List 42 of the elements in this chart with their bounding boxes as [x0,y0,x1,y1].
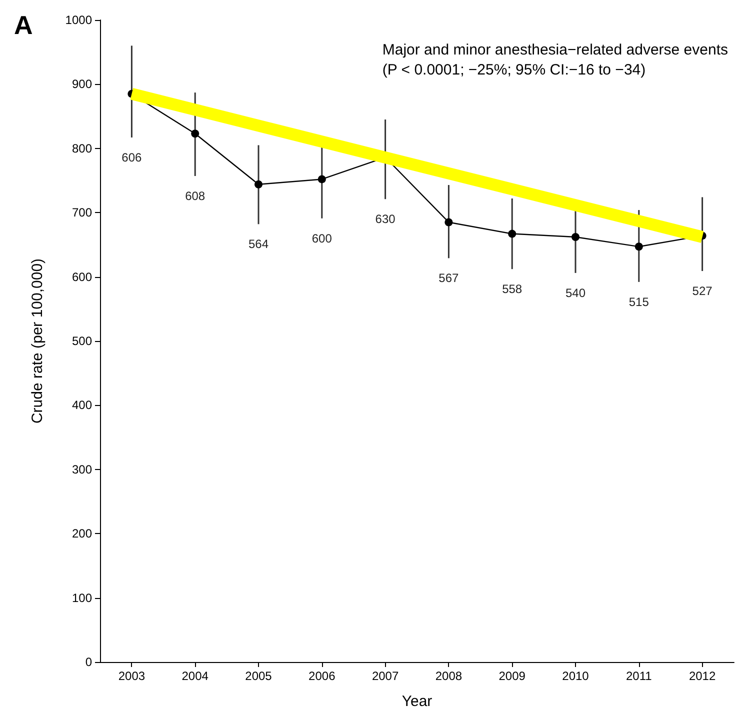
text: A [14,10,33,40]
y-tick-label: 500 [72,334,92,348]
x-tick-label: 2012 [688,669,716,683]
y-tick-label: 1000 [65,13,92,27]
annotation: 558 [502,282,522,296]
y-tick-label: 800 [72,141,92,156]
annotation: 600 [312,231,332,246]
x-tick-label: 2009 [498,669,526,683]
annotation: 564 [248,237,269,252]
x-tick-label: 2003 [118,669,146,683]
point [318,175,326,184]
point [444,218,453,226]
annotation: 540 [565,286,586,300]
x-tick-label: 2008 [435,669,462,683]
point [508,230,516,238]
x-tick-label: 2004 [182,669,209,683]
x-tick-label: 2011 [626,669,652,683]
annotation: 608 [185,189,206,204]
y-axis-title: Crude rate (per 100,000) [29,258,46,424]
point [572,233,580,241]
y-tick-label: 100 [72,590,92,605]
x-axis-title: Year [402,693,432,710]
x-tick-label: 2005 [245,669,272,683]
y-tick-label: 200 [72,526,92,541]
y-tick-label: 400 [72,398,92,412]
x-tick-label: 2007 [372,669,399,683]
y-tick-label: 600 [72,270,92,284]
point [254,180,262,188]
annotation: 606 [122,150,142,164]
y-tick-label: 900 [72,77,92,92]
y-tick-label: 300 [72,462,92,476]
x-tick-label: 2010 [562,669,590,683]
y-tick-label: 0 [85,655,92,669]
annotation: 567 [438,271,460,286]
annotation: Major and minor anesthesia−related adverse events (P < 0.0001; −25%; 95% CI:−16 to −34) [382,42,728,78]
annotation: 630 [375,212,396,226]
x-tick-label: 2006 [308,669,336,683]
annotation: 527 [692,284,713,298]
point [191,130,200,138]
point [634,242,643,251]
annotation: 515 [628,294,650,309]
y-tick-label: 700 [72,206,92,220]
